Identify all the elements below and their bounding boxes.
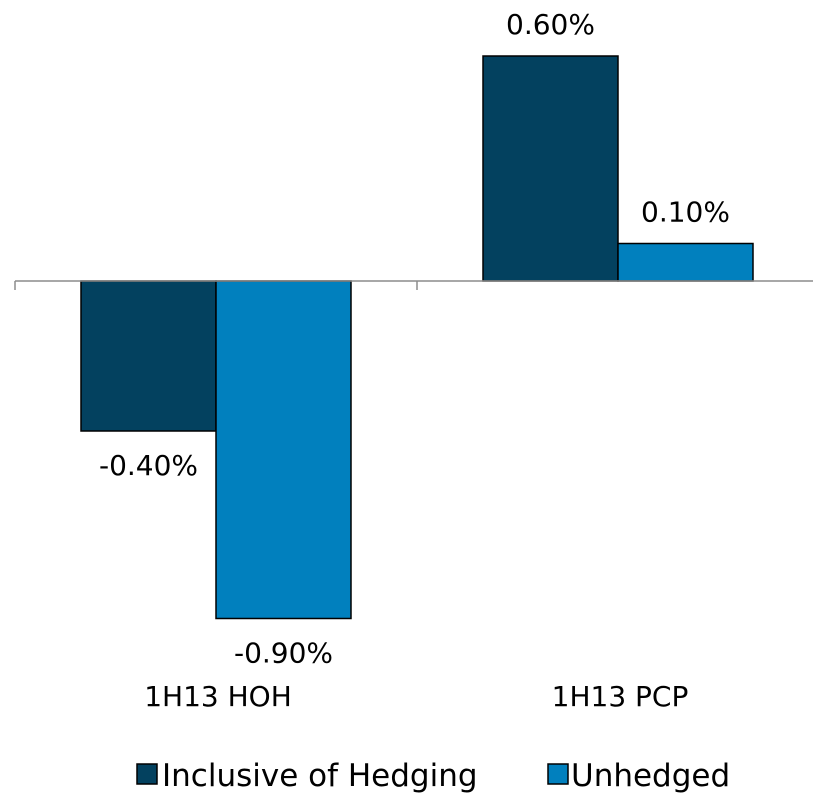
bar-inclusive-of-hedging-2 <box>482 55 619 282</box>
bar-unhedged-2 <box>617 242 754 282</box>
data-label-unhedged-2: 0.10% <box>641 196 730 229</box>
data-label-inclusive-of-hedging-1: -0.40% <box>99 449 198 482</box>
labels-layer: -0.40% -0.90% 1H13 HOH 0.60% 0.10% 1H13 PCP <box>99 8 730 713</box>
bar-unhedged-1 <box>215 280 352 620</box>
x-tick-label-2: 1H13 PCP <box>552 680 689 713</box>
bars-layer <box>80 55 754 620</box>
legend-swatch-inclusive-of-hedging <box>136 763 158 785</box>
data-label-unhedged-1: -0.90% <box>234 637 333 670</box>
axis-layer <box>14 280 813 290</box>
bar-inclusive-of-hedging-1 <box>80 280 217 432</box>
data-label-inclusive-of-hedging-2: 0.60% <box>506 8 595 41</box>
legend: Inclusive of Hedging Unhedged <box>136 758 730 794</box>
legend-label-inclusive-of-hedging: Inclusive of Hedging <box>162 758 478 794</box>
legend-swatch-unhedged <box>547 763 569 785</box>
x-tick-label-1: 1H13 HOH <box>144 680 292 713</box>
legend-label-unhedged: Unhedged <box>571 758 730 794</box>
